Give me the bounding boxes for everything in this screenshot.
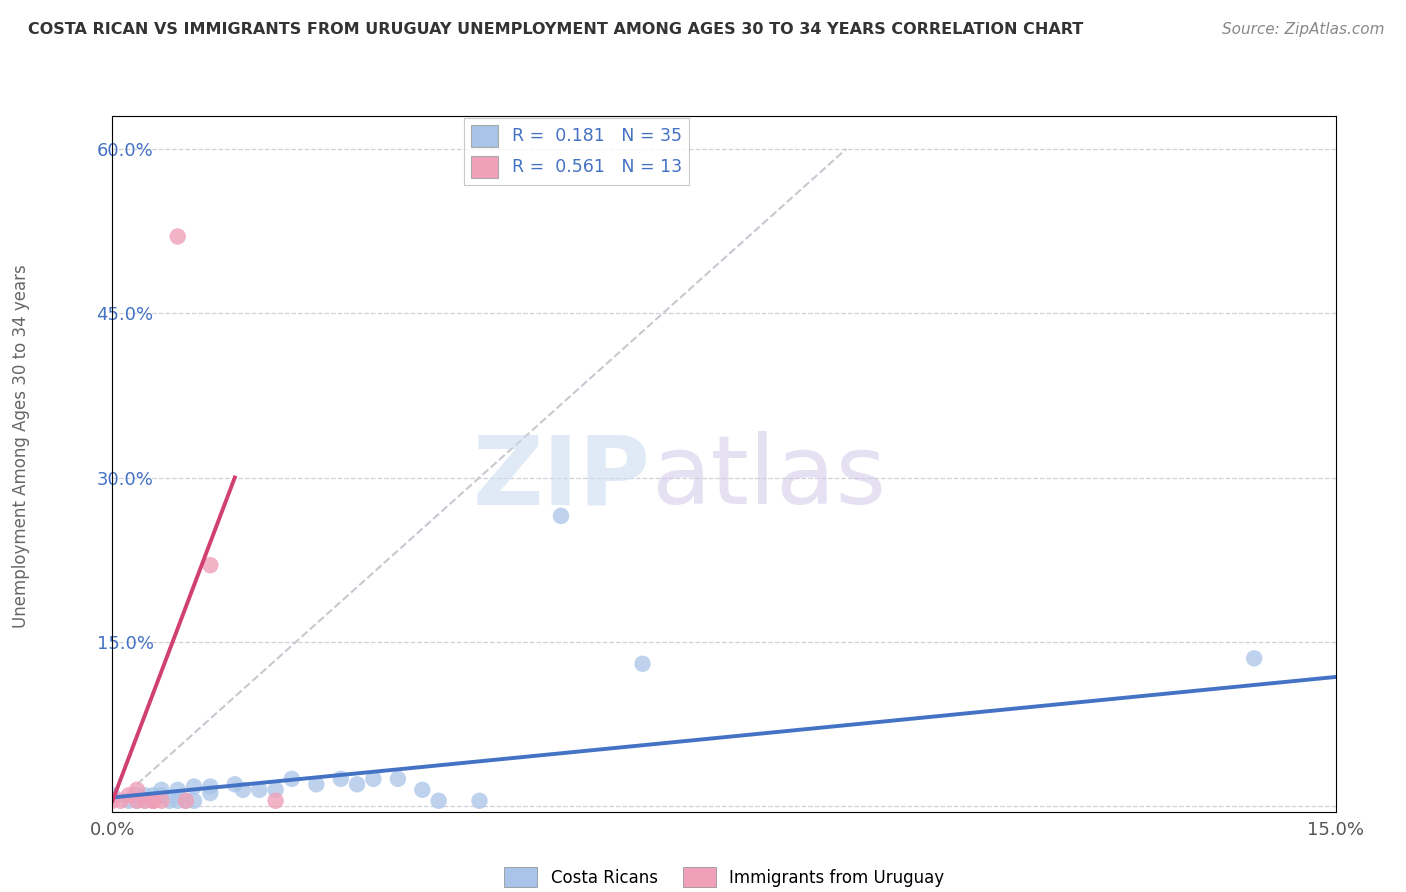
Point [346, 777, 368, 791]
Point [159, 794, 181, 808]
Text: ZIP: ZIP [472, 431, 651, 524]
Point [200, 786, 222, 800]
Point [264, 794, 287, 808]
Point [550, 508, 572, 523]
Point [174, 794, 197, 808]
Point [166, 229, 188, 244]
Point [264, 782, 287, 797]
Point [110, 794, 132, 808]
Point [134, 794, 156, 808]
Point [118, 789, 141, 803]
Point [134, 789, 156, 803]
Point [363, 772, 385, 786]
Point [142, 794, 165, 808]
Point [183, 780, 205, 794]
Point [183, 794, 205, 808]
Point [142, 789, 165, 803]
Point [101, 794, 124, 808]
Point [166, 782, 188, 797]
Text: COSTA RICAN VS IMMIGRANTS FROM URUGUAY UNEMPLOYMENT AMONG AGES 30 TO 34 YEARS CO: COSTA RICAN VS IMMIGRANTS FROM URUGUAY U… [28, 22, 1084, 37]
Point [142, 794, 165, 808]
Point [142, 794, 165, 808]
Point [329, 772, 352, 786]
Point [305, 777, 328, 791]
Point [134, 794, 156, 808]
Legend: R =  0.181   N = 35, R =  0.561   N = 13: R = 0.181 N = 35, R = 0.561 N = 13 [464, 118, 689, 185]
Point [232, 782, 254, 797]
Point [125, 794, 148, 808]
Point [468, 794, 491, 808]
Point [224, 777, 246, 791]
Point [1243, 651, 1265, 665]
Point [281, 772, 304, 786]
Text: atlas: atlas [651, 431, 886, 524]
Point [150, 794, 173, 808]
Point [125, 794, 148, 808]
Point [150, 782, 173, 797]
Point [200, 780, 222, 794]
Point [101, 789, 124, 803]
Point [125, 789, 148, 803]
Point [200, 558, 222, 573]
Point [166, 794, 188, 808]
Point [631, 657, 654, 671]
Point [150, 789, 173, 803]
Point [142, 794, 165, 808]
Text: Unemployment Among Ages 30 to 34 years: Unemployment Among Ages 30 to 34 years [13, 264, 30, 628]
Point [125, 782, 148, 797]
Point [174, 794, 197, 808]
Point [411, 782, 433, 797]
Point [118, 794, 141, 808]
Point [387, 772, 409, 786]
Point [247, 782, 270, 797]
Point [427, 794, 450, 808]
Text: Source: ZipAtlas.com: Source: ZipAtlas.com [1222, 22, 1385, 37]
